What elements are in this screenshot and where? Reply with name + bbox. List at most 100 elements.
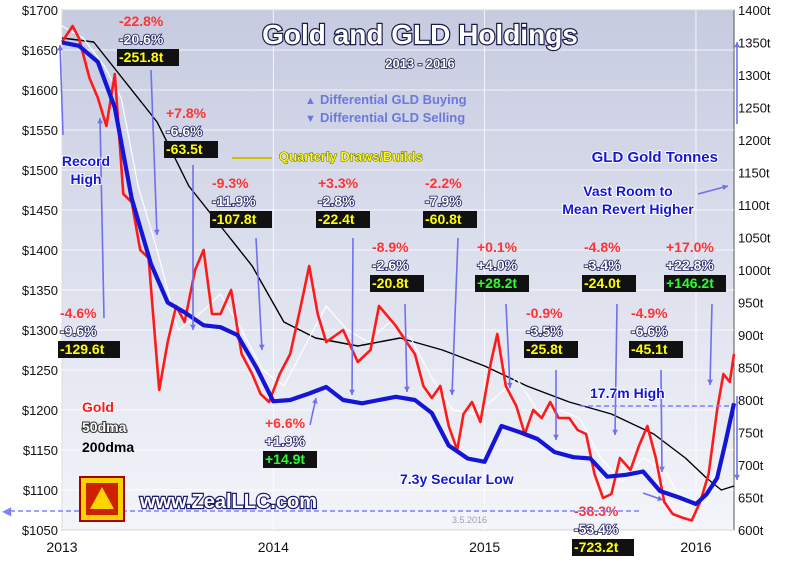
annotation-r7: -8.9% -2.6% -20.8t [370, 239, 424, 292]
x-tick-label: 2014 [258, 539, 289, 555]
up-triangle-icon: ▲ [305, 95, 316, 107]
annotation-r8: +0.1% +4.0% +28.2t [475, 239, 529, 292]
annotation-line: -6.6% [166, 123, 203, 139]
annotation-line: +7.8% [166, 105, 207, 121]
left-tick-label: $1450 [22, 203, 58, 218]
left-tick-label: $1150 [23, 443, 58, 458]
arrow-head [258, 344, 265, 350]
gld-holdings-line [61, 40, 737, 507]
annotation-tonnes-box [423, 211, 477, 228]
arrow-head [404, 386, 410, 392]
annotation-line: +0.1% [477, 239, 518, 255]
right-tick-label: 850t [738, 361, 764, 376]
pointer-arrow [99, 117, 105, 319]
annotation-r14: -38.3%-53.4%-723.2t [572, 503, 634, 556]
selling-legend: Differential GLD Selling [320, 110, 465, 125]
annotation-line: -3.5% [526, 323, 563, 339]
right-tick-label: 1300t [738, 68, 771, 83]
annotation-r11: -0.9% -3.5% -25.8t [524, 305, 578, 358]
left-arrow-icon: ◀ [2, 504, 12, 518]
left-axis: $1050 $1100 $1150 $1200 $1250 $1300 $1350 $1400… [22, 3, 58, 538]
pointer-arrow [255, 237, 263, 351]
annotation-tonnes-box [475, 275, 529, 292]
secular-low-note: 7.3y Secular Low [400, 471, 514, 487]
chart-subtitle: 2013 - 2016 [385, 56, 454, 71]
x-tick-label: 2016 [680, 539, 711, 555]
annotation-line: +28.2t [477, 275, 517, 291]
pointer-arrow [404, 303, 408, 393]
right-tick-label: 750t [738, 426, 764, 441]
arrow-head [553, 434, 559, 440]
arrow-head [57, 45, 64, 51]
right-tick-label: 1100t [738, 198, 770, 213]
annotation-arrows [57, 42, 740, 501]
right-tick-label: 1000t [738, 263, 771, 278]
arrow-head [612, 429, 618, 435]
annotation-line: -723.2t [574, 539, 619, 555]
annotation-labels: -22.8% -20.6% -251.8t +7.8% -6.6% -63.5t -4.6%… [58, 13, 726, 556]
arrow-head [659, 466, 665, 472]
annotation-r1: -22.8% -20.6% -251.8t [117, 13, 179, 66]
pointer-arrow [451, 237, 459, 396]
annotation-line: -129.6t [60, 341, 105, 357]
annotation-line: -63.5t [166, 141, 203, 157]
arrow-head [722, 184, 728, 191]
annotation-line: +14.9t [265, 451, 305, 467]
annotation-tonnes-box [582, 275, 636, 292]
zeal-logo [79, 476, 125, 522]
annotation-line: -20.6% [119, 31, 164, 47]
annotation-r3: -4.6% -9.6% -129.6t [58, 305, 120, 358]
right-tick-label: 1250t [738, 101, 771, 116]
annotation-line: -4.6% [60, 305, 97, 321]
left-tick-label: $1400 [22, 243, 58, 258]
annotation-tonnes-box [524, 341, 578, 358]
buying-legend: Differential GLD Buying [320, 92, 467, 107]
right-tick-label: 1350t [738, 36, 771, 51]
pointer-arrow [505, 303, 511, 389]
watermark: 3.5.2016 [452, 515, 487, 525]
pointer-arrow [614, 303, 618, 436]
annotation-line: -3.4% [584, 257, 621, 273]
annotation-line: -53.4% [574, 521, 619, 537]
arrow-head [734, 42, 740, 48]
annotation-r12: -4.9% -6.6% -45.1t [629, 305, 683, 358]
chart-title: Gold and GLD Holdings [262, 19, 578, 50]
arrow-head [506, 382, 513, 388]
left-tick-label: $1100 [23, 483, 58, 498]
left-tick-label: $1500 [22, 163, 58, 178]
gold-price-line [60, 24, 736, 522]
annotation-r2: +7.8% -6.6% -63.5t [164, 105, 218, 158]
annotation-line: -20.8t [372, 275, 409, 291]
x-tick-label: 2013 [46, 539, 77, 555]
annotation-line: +1.9% [265, 433, 306, 449]
annotation-tonnes-box [664, 275, 726, 292]
right-tick-label: 950t [738, 296, 764, 311]
annotation-tonnes-box [629, 341, 683, 358]
arrow-head [312, 398, 318, 404]
annotation-line: -4.9% [631, 305, 668, 321]
arrow-head [707, 379, 714, 385]
legend-50dma: 50dma [82, 419, 127, 435]
annotation-tonnes-box [316, 211, 370, 228]
pointer-arrow [59, 44, 64, 136]
left-tick-label: $1250 [22, 363, 58, 378]
left-tick-label: $1200 [22, 403, 58, 418]
annotation-line: -25.8t [526, 341, 563, 357]
annotation-r5: +3.3% -2.8% -22.4t [316, 175, 370, 228]
annotation-r4: -9.3% -11.9% -107.8t [210, 175, 272, 228]
annotation-line: -60.8t [425, 211, 462, 227]
left-tick-label: $1700 [22, 3, 58, 18]
arrow-head [734, 474, 740, 480]
annotation-line: -2.6% [372, 257, 409, 273]
arrow-head [153, 229, 160, 235]
annotation-line: -11.9% [212, 193, 256, 209]
high-177-note: 17.7m High [590, 385, 665, 401]
right-axis: 600t 650t 700t 750t 800t 850t 900t 950t 1000t 105… [738, 3, 771, 538]
annotation-line: +4.0% [477, 257, 518, 273]
left-tick-label: $1550 [22, 123, 58, 138]
left-tick-label: $1650 [22, 43, 58, 58]
annotation-tonnes-box [117, 49, 179, 66]
pointer-arrow [351, 237, 354, 396]
right-tick-label: 700t [738, 458, 764, 473]
annotation-line: +3.3% [318, 175, 359, 191]
